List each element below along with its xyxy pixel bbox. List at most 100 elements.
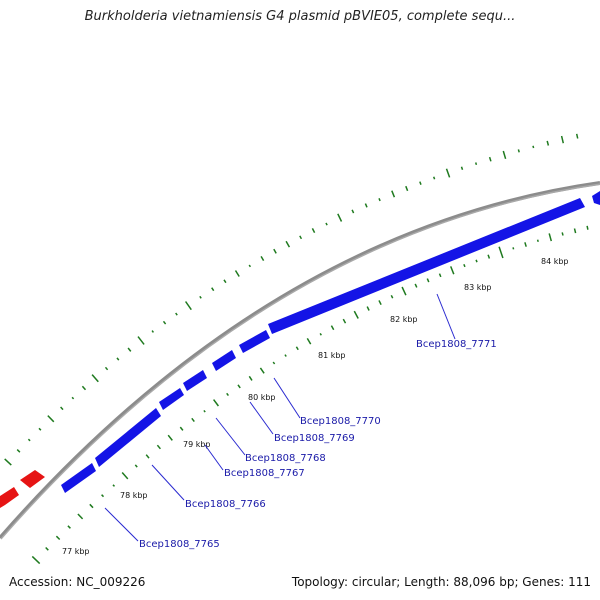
- gc-mark: [199, 295, 202, 299]
- map-title: Burkholderia vietnamiensis G4 plasmid pB…: [84, 9, 516, 24]
- inner-gc-track: [31, 225, 589, 565]
- gc-mark: [299, 235, 303, 240]
- scale-label-84: 84 kbp: [541, 257, 569, 266]
- gc-mark: [248, 264, 252, 268]
- gene-labels: Bcep1808_7765 Bcep1808_7766 Bcep1808_776…: [139, 339, 497, 550]
- gc-mark: [213, 399, 219, 407]
- gc-mark: [351, 209, 355, 214]
- gene-bcep1808-7771: [268, 198, 585, 334]
- gc-mark: [460, 166, 464, 170]
- gene-bcep1808-7770: [239, 330, 270, 353]
- gc-mark: [285, 240, 291, 248]
- label-line: [215, 417, 246, 456]
- gc-mark: [184, 301, 192, 311]
- gc-mark: [474, 162, 478, 166]
- gc-mark: [248, 375, 253, 381]
- gc-mark: [91, 374, 99, 383]
- gene-label-7767[interactable]: Bcep1808_7767: [224, 468, 305, 479]
- gc-mark: [475, 259, 478, 263]
- gc-mark: [223, 279, 227, 284]
- gc-mark: [4, 458, 12, 466]
- scale-labels: 77 kbp 78 kbp 79 kbp 80 kbp 81 kbp 82 kb…: [62, 257, 569, 556]
- gc-mark: [203, 409, 206, 413]
- gc-mark: [121, 472, 129, 480]
- label-line: [436, 293, 456, 340]
- gc-mark: [536, 239, 539, 243]
- gc-mark: [575, 133, 579, 139]
- gc-mark: [260, 256, 265, 261]
- gc-mark: [101, 494, 105, 498]
- gc-mark: [151, 330, 155, 333]
- gc-mark: [71, 396, 75, 400]
- gc-mark: [330, 325, 335, 331]
- gc-mark: [60, 406, 64, 411]
- gc-mark: [560, 135, 565, 144]
- scale-label-83: 83 kbp: [464, 283, 492, 292]
- gene-label-7765[interactable]: Bcep1808_7765: [139, 539, 220, 550]
- scale-label-79: 79 kbp: [183, 440, 211, 449]
- gc-mark: [401, 286, 407, 296]
- label-line: [204, 444, 224, 471]
- gc-mark: [67, 525, 71, 529]
- gene-label-7768[interactable]: Bcep1808_7768: [245, 453, 326, 464]
- gc-mark: [426, 278, 430, 283]
- gc-mark: [378, 198, 381, 202]
- gc-mark: [27, 438, 31, 442]
- gc-mark: [272, 361, 276, 365]
- gc-mark: [405, 185, 409, 192]
- gc-mark: [211, 287, 215, 292]
- gc-mark: [295, 346, 299, 351]
- gc-mark: [167, 434, 173, 441]
- gc-mark: [306, 338, 312, 345]
- gene-bcep1808-7765: [61, 463, 96, 493]
- gc-mark: [191, 417, 195, 423]
- gc-mark: [512, 247, 515, 250]
- gc-mark: [273, 248, 277, 254]
- gc-mark: [81, 385, 87, 391]
- gc-mark: [378, 300, 382, 306]
- accession-label: Accession: NC_009226: [9, 575, 146, 589]
- label-line: [151, 464, 185, 501]
- gc-mark: [364, 203, 368, 208]
- gc-mark: [47, 415, 55, 423]
- outer-gc-track: [4, 133, 579, 466]
- forward-gene: [592, 191, 600, 205]
- gc-mark: [366, 306, 370, 311]
- gene-label-7766[interactable]: Bcep1808_7766: [185, 499, 266, 510]
- gene-label-7769[interactable]: Bcep1808_7769: [274, 433, 355, 444]
- gc-mark: [237, 384, 241, 389]
- scale-label-80: 80 kbp: [248, 393, 276, 402]
- gc-mark: [38, 427, 42, 431]
- gc-mark: [104, 366, 109, 371]
- gc-mark: [419, 181, 422, 185]
- gene-label-7770[interactable]: Bcep1808_7770: [300, 416, 381, 427]
- gc-mark: [234, 270, 240, 277]
- gene-label-7771[interactable]: Bcep1808_7771: [416, 339, 497, 350]
- gc-mark: [532, 145, 535, 149]
- gc-mark: [45, 546, 49, 551]
- gc-mark: [156, 444, 161, 450]
- gc-mark: [390, 294, 394, 299]
- gc-mark: [311, 228, 316, 234]
- gc-mark: [432, 176, 436, 180]
- gc-mark: [391, 190, 396, 198]
- gc-mark: [162, 320, 167, 325]
- gc-mark: [463, 263, 466, 268]
- reverse-gene: [20, 470, 45, 488]
- gc-mark: [337, 213, 343, 222]
- gc-mark: [561, 232, 564, 236]
- gc-mark: [284, 354, 287, 357]
- scale-label-82: 82 kbp: [390, 315, 418, 324]
- gene-bcep1808-7766: [95, 408, 161, 467]
- gc-mark: [450, 266, 455, 275]
- gc-mark: [77, 513, 84, 520]
- gc-mark: [573, 228, 577, 234]
- plasmid-backbone: [0, 181, 600, 540]
- reverse-genes: [0, 470, 45, 508]
- label-line: [273, 377, 301, 419]
- topology-summary: Topology: circular; Length: 88,096 bp; G…: [291, 575, 591, 589]
- gene-bcep1808-7769: [212, 350, 236, 371]
- gc-mark: [488, 156, 492, 162]
- gc-mark: [414, 283, 418, 288]
